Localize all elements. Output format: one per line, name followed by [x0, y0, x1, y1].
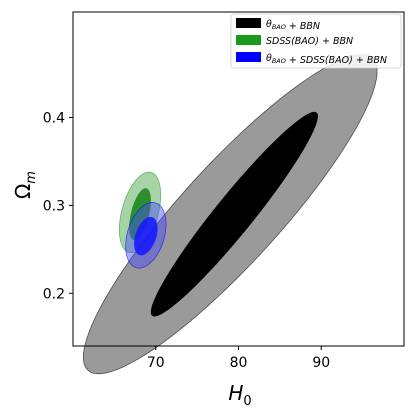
series-1-inner-contour	[150, 111, 318, 317]
y-tick-label: 0.3	[43, 198, 65, 214]
x-tick-label: 80	[230, 355, 248, 371]
y-tick-label: 0.2	[43, 286, 65, 302]
x-axis-label: H0	[228, 381, 251, 409]
legend-label: θBAO + BBN	[266, 19, 320, 32]
series-2-inner-contour	[129, 188, 151, 241]
y-axis-label-sub: m	[24, 171, 39, 184]
x-tick-label: 70	[147, 355, 165, 371]
y-axis-label: Ωm	[11, 171, 39, 199]
y-axis-label-main: Ω	[11, 184, 35, 199]
legend-swatch	[236, 35, 261, 45]
legend-swatch	[236, 18, 261, 28]
legend-label: θBAO + SDSS(BAO) + BBN	[266, 53, 387, 66]
legend-label: SDSS(BAO) + BBN	[266, 36, 353, 47]
x-axis-label-main: H	[228, 381, 243, 405]
contour-layer	[82, 54, 378, 375]
y-tick-label: 0.4	[43, 110, 65, 126]
series-3-inner-contour	[134, 216, 158, 256]
legend: θBAO + BBN SDSS(BAO) + BBN θBAO + SDSS(BAO…	[230, 13, 402, 69]
axis-ticks: 70 80 90 0.2 0.3 0.4	[43, 110, 330, 371]
x-tick-label: 90	[312, 355, 330, 371]
legend-frame	[230, 13, 402, 69]
legend-swatch	[236, 52, 261, 62]
x-axis-label-sub: 0	[243, 394, 251, 409]
